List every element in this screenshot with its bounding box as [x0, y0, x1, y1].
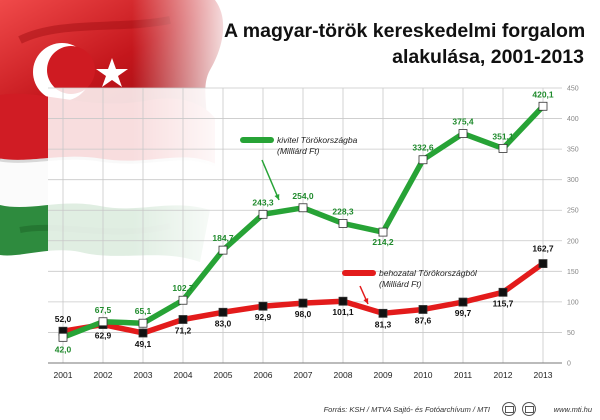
data-label: 81,3	[375, 319, 392, 329]
x-tick-label: 2004	[174, 370, 193, 380]
x-tick-label: 2011	[454, 370, 473, 380]
data-label: 351,1	[492, 131, 514, 141]
data-label: 99,7	[455, 308, 472, 318]
x-tick-label: 2009	[374, 370, 393, 380]
data-point	[138, 328, 148, 338]
data-label: 420,1	[532, 89, 554, 99]
source-text: Forrás: KSH / MTVA Sajtó- és Fotóarchívu…	[323, 405, 490, 414]
data-point	[138, 318, 148, 328]
y-tick-label: 350	[567, 147, 579, 154]
data-point	[418, 155, 428, 165]
x-tick-label: 2002	[94, 370, 113, 380]
data-point	[218, 245, 228, 255]
plot-area	[48, 88, 562, 363]
data-point	[458, 129, 468, 138]
x-tick-label: 2013	[534, 370, 553, 380]
x-tick-label: 2001	[54, 370, 73, 380]
y-tick-label: 300	[567, 177, 579, 184]
data-point	[58, 332, 68, 342]
data-label: 62,9	[95, 331, 112, 341]
y-tick-label: 450	[567, 86, 579, 93]
data-label: 52,0	[55, 314, 72, 324]
data-point	[458, 297, 468, 307]
data-label: 214,2	[372, 237, 394, 247]
data-label: 92,9	[255, 312, 272, 322]
mti-logo-icon	[522, 402, 536, 416]
data-label: 332,6	[412, 143, 434, 153]
data-point	[258, 301, 268, 311]
data-point	[378, 308, 388, 318]
legend-arrowhead	[363, 298, 369, 304]
data-point	[218, 307, 228, 317]
data-label: 87,6	[415, 315, 432, 325]
data-point	[258, 209, 268, 219]
y-tick-label: 250	[567, 208, 579, 215]
data-point	[298, 203, 308, 213]
data-label: 184,7	[212, 233, 234, 243]
data-point	[338, 296, 348, 306]
x-tick-label: 2010	[414, 370, 433, 380]
data-label: 42,0	[55, 344, 72, 354]
data-label: 101,1	[332, 307, 354, 317]
legend-label: kivitel Törökországba	[277, 135, 358, 145]
x-tick-label: 2005	[214, 370, 233, 380]
data-point	[418, 305, 428, 314]
data-point	[178, 315, 188, 324]
data-label: 49,1	[135, 339, 152, 349]
data-label: 83,0	[215, 318, 232, 328]
data-point	[378, 227, 388, 237]
data-label: 71,2	[175, 325, 192, 335]
y-tick-label: 400	[567, 116, 579, 123]
y-tick-label: 100	[567, 299, 579, 306]
data-point	[538, 259, 548, 268]
title-line-2: alakulása, 2001-2013	[392, 46, 584, 68]
footer: Forrás: KSH / MTVA Sajtó- és Fotóarchívu…	[0, 398, 600, 420]
page-title: A magyar-török kereskedelmi forgalom ala…	[224, 18, 586, 70]
data-label: 65,1	[135, 306, 152, 316]
data-label: 254,0	[292, 191, 314, 201]
legend-unit: (Milliárd Ft)	[277, 146, 320, 156]
data-label: 102,7	[172, 283, 194, 293]
y-tick-label: 50	[567, 330, 575, 337]
data-point	[498, 144, 508, 153]
y-tick-label: 0	[567, 361, 571, 368]
data-label: 67,5	[95, 305, 112, 315]
mtva-logo-icon	[502, 402, 516, 416]
data-label: 162,7	[532, 244, 554, 254]
legend-arrowhead	[274, 194, 280, 200]
data-point	[498, 287, 508, 297]
data-point	[338, 219, 348, 228]
y-tick-label: 200	[567, 238, 579, 245]
legend-arrow	[261, 159, 280, 201]
legend-unit: (Milliárd Ft)	[379, 279, 422, 289]
data-point	[298, 298, 308, 308]
site-link[interactable]: www.mti.hu	[553, 405, 592, 414]
x-tick-label: 2007	[294, 370, 313, 380]
data-point	[538, 101, 548, 111]
data-label: 228,3	[332, 206, 354, 216]
data-label: 243,3	[252, 197, 274, 207]
data-label: 115,7	[493, 298, 514, 308]
data-point	[178, 295, 188, 305]
y-tick-label: 150	[567, 269, 579, 276]
x-tick-label: 2006	[254, 370, 273, 380]
legend-label: behozatal Törökországból	[379, 268, 478, 278]
data-label: 375,4	[452, 117, 474, 127]
x-tick-label: 2012	[494, 370, 513, 380]
x-tick-label: 2008	[334, 370, 353, 380]
title-line-1: A magyar-török kereskedelmi forgalom	[224, 20, 586, 42]
x-tick-label: 2003	[134, 370, 153, 380]
data-point	[98, 317, 108, 327]
data-label: 98,0	[295, 309, 312, 319]
